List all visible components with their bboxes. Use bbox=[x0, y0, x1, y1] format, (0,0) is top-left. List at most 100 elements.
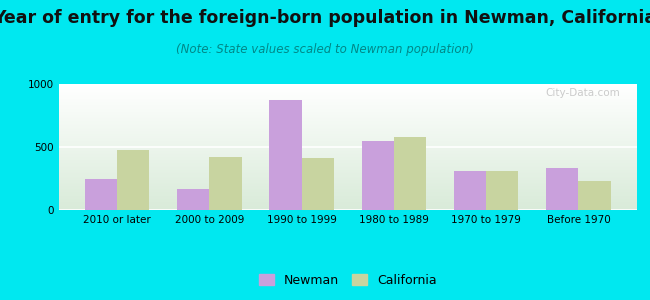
Bar bbox=[58, 154, 637, 155]
Bar bbox=[58, 119, 637, 120]
Bar bbox=[177, 189, 209, 210]
Bar bbox=[58, 94, 637, 95]
Bar bbox=[58, 144, 637, 145]
Bar bbox=[58, 186, 637, 187]
Bar bbox=[58, 123, 637, 124]
Bar bbox=[58, 104, 637, 105]
Bar bbox=[58, 199, 637, 200]
Bar bbox=[58, 98, 637, 99]
Bar bbox=[58, 182, 637, 183]
Bar bbox=[58, 169, 637, 170]
Bar bbox=[58, 150, 637, 151]
Bar bbox=[58, 113, 637, 114]
Bar bbox=[58, 160, 637, 161]
Bar bbox=[58, 203, 637, 204]
Bar bbox=[58, 134, 637, 135]
Bar bbox=[58, 97, 637, 98]
Bar bbox=[58, 105, 637, 106]
Bar bbox=[58, 128, 637, 129]
Bar bbox=[58, 135, 637, 136]
Bar bbox=[58, 122, 637, 123]
Bar bbox=[58, 173, 637, 174]
Bar bbox=[58, 189, 637, 190]
Bar bbox=[58, 159, 637, 160]
Bar bbox=[58, 153, 637, 154]
Bar bbox=[58, 178, 637, 179]
Bar bbox=[58, 106, 637, 107]
Bar bbox=[58, 180, 637, 181]
Bar bbox=[58, 99, 637, 100]
Bar bbox=[58, 86, 637, 87]
Bar bbox=[58, 112, 637, 113]
Bar bbox=[58, 130, 637, 131]
Bar bbox=[58, 114, 637, 115]
Bar bbox=[58, 196, 637, 197]
Bar bbox=[58, 149, 637, 150]
Bar bbox=[58, 146, 637, 147]
Bar bbox=[58, 177, 637, 178]
Bar bbox=[58, 116, 637, 117]
Bar bbox=[58, 129, 637, 130]
Bar bbox=[58, 205, 637, 206]
Bar bbox=[58, 207, 637, 208]
Bar bbox=[58, 208, 637, 209]
Text: (Note: State values scaled to Newman population): (Note: State values scaled to Newman pop… bbox=[176, 44, 474, 56]
Bar bbox=[58, 155, 637, 156]
Bar bbox=[58, 168, 637, 169]
Legend: Newman, California: Newman, California bbox=[254, 269, 441, 292]
Bar bbox=[58, 92, 637, 93]
Bar bbox=[58, 143, 637, 144]
Bar bbox=[58, 139, 637, 140]
Bar bbox=[58, 110, 637, 111]
Bar bbox=[58, 151, 637, 152]
Bar bbox=[58, 201, 637, 202]
Bar bbox=[269, 100, 302, 210]
Bar bbox=[58, 185, 637, 186]
Bar bbox=[58, 102, 637, 103]
Bar bbox=[58, 147, 637, 148]
Bar bbox=[58, 156, 637, 157]
Bar bbox=[58, 198, 637, 199]
Bar bbox=[58, 89, 637, 90]
Bar bbox=[58, 126, 637, 127]
Bar bbox=[58, 132, 637, 133]
Bar bbox=[58, 145, 637, 146]
Bar bbox=[58, 137, 637, 138]
Bar bbox=[58, 133, 637, 134]
Bar bbox=[117, 150, 150, 210]
Bar bbox=[58, 179, 637, 180]
Bar bbox=[58, 141, 637, 142]
Bar bbox=[58, 100, 637, 101]
Bar bbox=[58, 158, 637, 159]
Bar bbox=[58, 111, 637, 112]
Bar bbox=[58, 194, 637, 195]
Bar bbox=[58, 170, 637, 171]
Bar bbox=[58, 121, 637, 122]
Bar bbox=[58, 195, 637, 196]
Bar bbox=[302, 158, 334, 210]
Text: City-Data.com: City-Data.com bbox=[545, 88, 619, 98]
Bar bbox=[58, 188, 637, 189]
Bar bbox=[209, 157, 242, 210]
Bar bbox=[58, 167, 637, 168]
Bar bbox=[58, 140, 637, 141]
Bar bbox=[58, 172, 637, 173]
Bar bbox=[58, 107, 637, 108]
Bar bbox=[454, 171, 486, 210]
Bar bbox=[58, 200, 637, 201]
Bar bbox=[58, 204, 637, 205]
Bar bbox=[58, 90, 637, 91]
Bar bbox=[58, 125, 637, 126]
Bar bbox=[58, 192, 637, 193]
Bar bbox=[58, 118, 637, 119]
Bar bbox=[546, 168, 578, 210]
Bar bbox=[58, 152, 637, 153]
Bar bbox=[58, 164, 637, 165]
Bar bbox=[58, 142, 637, 143]
Bar bbox=[84, 178, 117, 210]
Bar bbox=[58, 100, 637, 101]
Bar bbox=[58, 202, 637, 203]
Bar bbox=[58, 187, 637, 188]
Bar bbox=[58, 115, 637, 116]
Bar bbox=[58, 96, 637, 97]
